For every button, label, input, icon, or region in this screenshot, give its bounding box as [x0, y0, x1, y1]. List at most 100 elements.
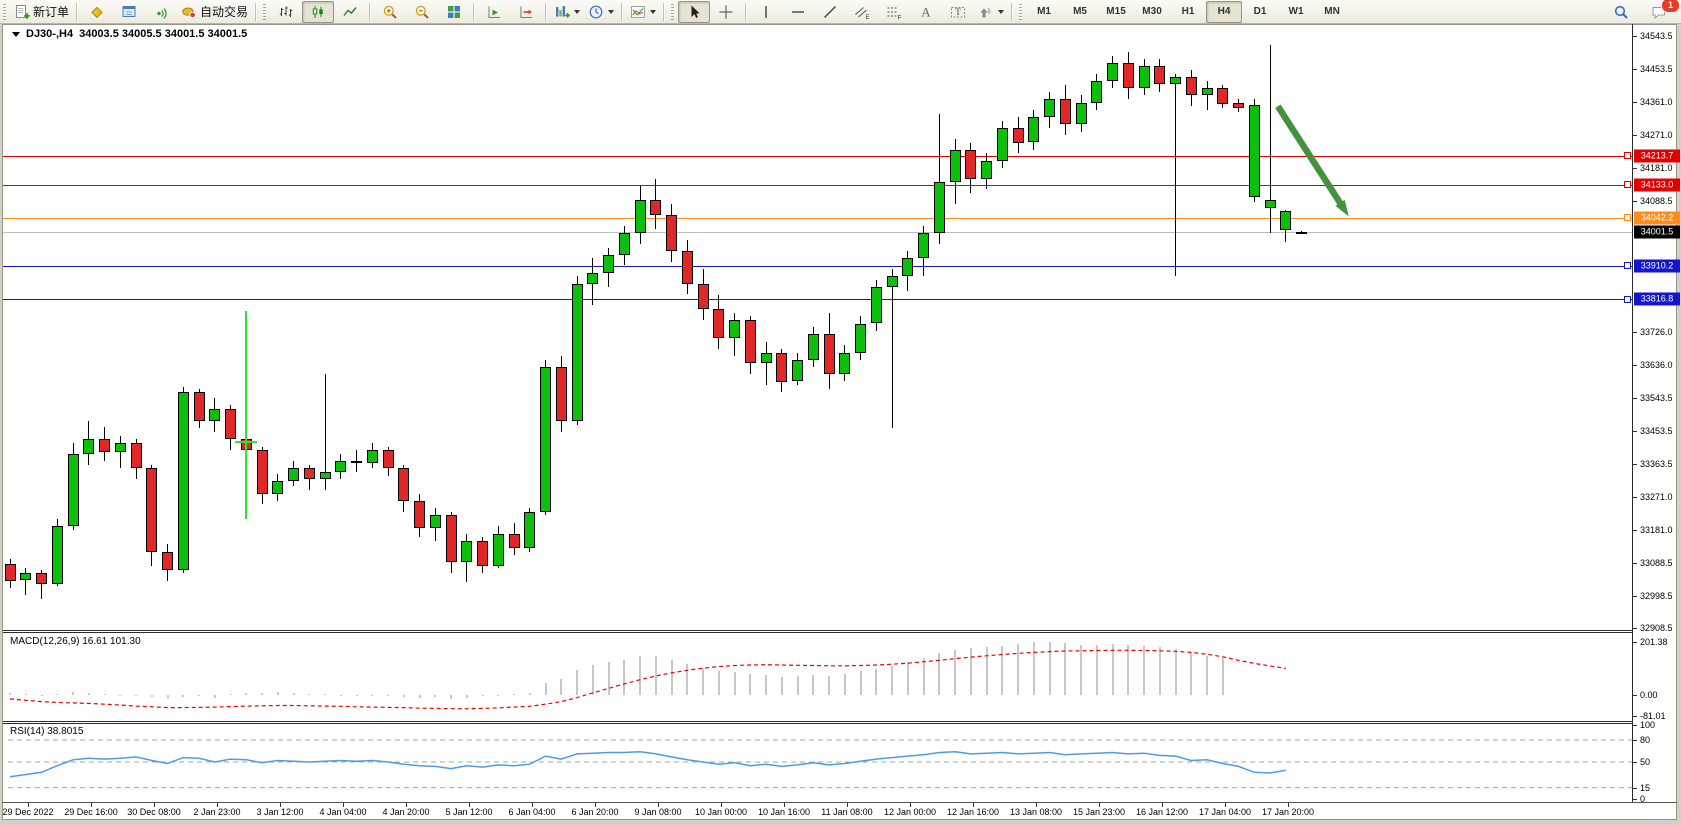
signals-button[interactable]	[145, 1, 177, 23]
price-tick	[1633, 200, 1637, 202]
vertical-line-button[interactable]	[750, 1, 782, 23]
candle-body	[524, 511, 536, 548]
timeframe-d1-button[interactable]: D1	[1253, 5, 1267, 17]
timeframe-mn-button[interactable]: MN	[1324, 5, 1340, 17]
timeframe-h4-button[interactable]: H4	[1206, 0, 1243, 23]
auto-scroll-button[interactable]	[478, 1, 510, 23]
hline-handle[interactable]	[1624, 214, 1631, 222]
chart-shift-icon	[518, 4, 534, 20]
macd-histogram-bar	[198, 695, 200, 696]
price-axis[interactable]	[1632, 24, 1681, 802]
search-button[interactable]	[1605, 1, 1637, 23]
chart-profile-button[interactable]	[81, 1, 113, 23]
hline-handle[interactable]	[1624, 295, 1631, 303]
horizontal-line-button[interactable]	[782, 1, 814, 23]
dropdown-caret-icon[interactable]	[998, 9, 1005, 14]
macd-histogram-bar	[828, 675, 830, 695]
candle-body	[461, 540, 473, 563]
hline-handle[interactable]	[1624, 152, 1631, 160]
macd-histogram-bar	[56, 693, 59, 695]
hline-handle[interactable]	[1624, 181, 1631, 189]
market-watch-button[interactable]	[113, 1, 145, 23]
label-button[interactable]: T	[942, 1, 974, 23]
zoom-out-button[interactable]	[406, 1, 438, 23]
new-chart-button[interactable]	[550, 1, 584, 23]
line-chart-button[interactable]	[334, 1, 366, 23]
candle-body	[177, 392, 189, 570]
channel-button[interactable]: E	[846, 1, 878, 23]
rsi-label: RSI(14) 38.8015	[10, 726, 83, 737]
macd-tick	[1633, 642, 1637, 643]
candle-body	[335, 461, 347, 472]
timeframe-m1-button[interactable]: M1	[1037, 5, 1051, 17]
time-tick-label: 12 Jan 00:00	[883, 807, 937, 817]
macd-histogram-bar	[1127, 645, 1130, 695]
timeframe-h1-button[interactable]: H1	[1181, 5, 1195, 17]
toolbar-separator	[369, 2, 372, 21]
auto-trading-label: 自动交易	[200, 5, 249, 19]
price-tick-label: 34271.0	[1640, 129, 1673, 140]
dropdown-caret-icon[interactable]	[574, 9, 581, 14]
zoom-in-button[interactable]	[374, 1, 406, 23]
text-button[interactable]: A	[910, 1, 942, 23]
price-tick-label: 33181.0	[1640, 524, 1673, 535]
dropdown-caret-icon[interactable]	[650, 9, 657, 14]
current-price-badge: 34001.5	[1634, 225, 1680, 239]
macd-histogram-bar	[72, 692, 74, 695]
candle-body	[4, 564, 16, 581]
candle-body	[555, 367, 567, 422]
macd-histogram-bar	[465, 695, 468, 698]
chart-shift-button[interactable]	[510, 1, 542, 23]
time-tick	[973, 803, 974, 807]
candle-body	[744, 319, 756, 364]
time-axis[interactable]	[0, 802, 1632, 822]
macd-histogram-bar	[308, 693, 311, 695]
periods-button[interactable]	[584, 1, 618, 23]
shapes-button[interactable]	[974, 1, 1008, 23]
candle-body	[1280, 211, 1292, 231]
indicators-button[interactable]	[626, 1, 660, 23]
macd-histogram-bar	[717, 670, 720, 695]
auto-trading-button[interactable]: 自动交易	[177, 1, 252, 23]
candlestick-chart-button[interactable]	[302, 0, 335, 23]
price-level-badge: 33910.2	[1634, 259, 1680, 272]
horizontal-line-object	[3, 265, 1632, 267]
timeframe-w1-button[interactable]: W1	[1288, 5, 1304, 17]
candle-body	[965, 149, 977, 179]
candle-body	[209, 408, 221, 422]
cursor-button[interactable]	[678, 0, 711, 23]
dropdown-caret-icon[interactable]	[608, 9, 615, 14]
candle-body	[603, 254, 614, 273]
macd-histogram-bar	[9, 693, 11, 695]
rsi-tick-label: 15	[1640, 782, 1651, 793]
candle-body	[996, 128, 1008, 161]
chevron-down-icon[interactable]	[12, 31, 20, 37]
cross-marker-vertical[interactable]	[245, 310, 248, 519]
fibonacci-button[interactable]: F	[878, 1, 910, 23]
macd-tick-label: 0.00	[1640, 690, 1658, 700]
price-tick-label: 32908.5	[1640, 623, 1673, 634]
toolbar-grip	[3, 3, 6, 20]
search-icon	[1613, 4, 1629, 20]
rsi-tick-label: 80	[1640, 735, 1651, 745]
rsi-name: RSI(14)	[10, 726, 45, 737]
timeframe-m5-button[interactable]: M5	[1073, 5, 1087, 17]
chat-button[interactable]: 1	[1643, 0, 1680, 23]
new-order-button[interactable]: 新订单	[10, 1, 73, 23]
svg-text:E: E	[866, 15, 870, 20]
candle-body	[1138, 66, 1150, 89]
trendline-button[interactable]	[814, 1, 846, 23]
hline-handle[interactable]	[1624, 262, 1631, 269]
channel-icon: E	[854, 4, 870, 21]
candle-body	[114, 443, 126, 453]
timeframe-m15-button[interactable]: M15	[1106, 5, 1126, 17]
candle-body	[681, 251, 693, 284]
bar-chart-button[interactable]	[270, 1, 302, 23]
rsi-tick	[1633, 798, 1637, 800]
macd-histogram-bar	[450, 695, 452, 700]
tile-windows-button[interactable]	[438, 1, 470, 23]
timeframe-m30-button[interactable]: M30	[1142, 5, 1162, 17]
crosshair-button[interactable]	[710, 1, 742, 23]
